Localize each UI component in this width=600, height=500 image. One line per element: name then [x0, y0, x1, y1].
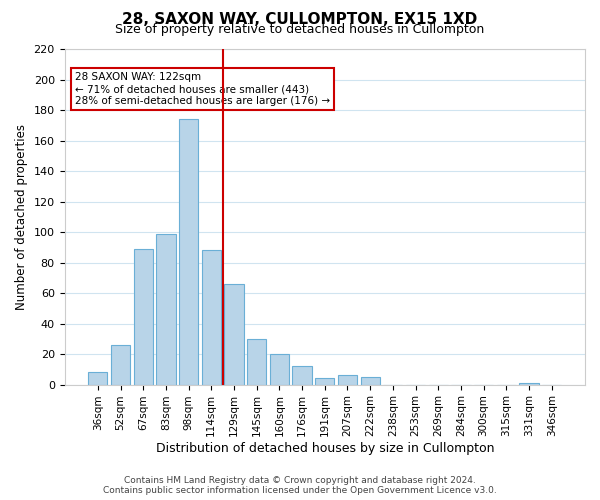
- Text: Contains HM Land Registry data © Crown copyright and database right 2024.
Contai: Contains HM Land Registry data © Crown c…: [103, 476, 497, 495]
- Text: 28 SAXON WAY: 122sqm
← 71% of detached houses are smaller (443)
28% of semi-deta: 28 SAXON WAY: 122sqm ← 71% of detached h…: [75, 72, 330, 106]
- Bar: [361, 377, 380, 384]
- Bar: [156, 234, 176, 384]
- Bar: [224, 284, 244, 384]
- Y-axis label: Number of detached properties: Number of detached properties: [15, 124, 28, 310]
- Bar: [134, 249, 153, 384]
- Bar: [247, 339, 266, 384]
- Bar: [520, 383, 539, 384]
- Bar: [270, 354, 289, 384]
- X-axis label: Distribution of detached houses by size in Cullompton: Distribution of detached houses by size …: [155, 442, 494, 455]
- Bar: [292, 366, 312, 384]
- Bar: [179, 119, 198, 384]
- Bar: [202, 250, 221, 384]
- Text: Size of property relative to detached houses in Cullompton: Size of property relative to detached ho…: [115, 22, 485, 36]
- Text: 28, SAXON WAY, CULLOMPTON, EX15 1XD: 28, SAXON WAY, CULLOMPTON, EX15 1XD: [122, 12, 478, 28]
- Bar: [315, 378, 334, 384]
- Bar: [111, 345, 130, 385]
- Bar: [88, 372, 107, 384]
- Bar: [338, 376, 357, 384]
